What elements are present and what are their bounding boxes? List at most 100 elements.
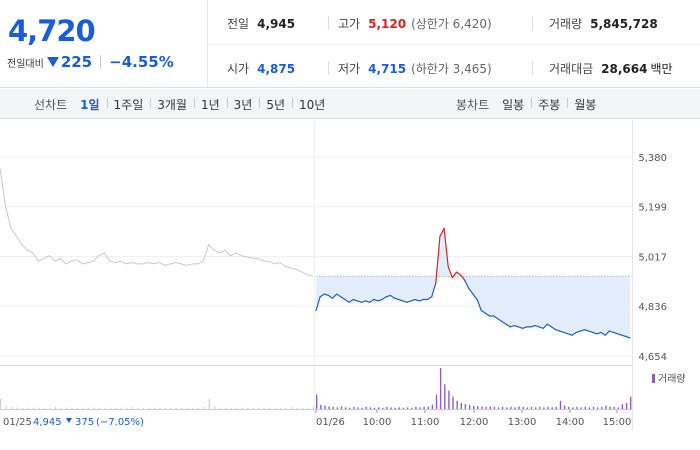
price-box: 4,720 전일대비 225 −4.55% xyxy=(0,0,208,88)
volume-bar xyxy=(274,407,276,409)
volume-bar xyxy=(460,402,462,409)
volume-bar xyxy=(175,408,177,409)
volume-bar xyxy=(378,407,380,409)
today-line-segment xyxy=(352,298,358,302)
today-line-segment xyxy=(521,326,528,329)
line-chart-label: 선차트 xyxy=(34,97,68,112)
today-line-segment xyxy=(460,274,466,281)
today-line-segment xyxy=(331,293,338,299)
price-chart: 5,380 5,199 5,017 4,836 4,654 01/26 10:00 11:00… xyxy=(0,120,700,450)
volume-bar xyxy=(11,406,13,409)
today-line-segment xyxy=(501,320,507,325)
today-line-segment xyxy=(497,318,503,323)
stat-value: 5,845,728 xyxy=(590,17,658,31)
today-line-segment xyxy=(567,333,573,336)
today-line-segment xyxy=(468,288,474,295)
today-line-segment xyxy=(414,298,420,302)
volume-bar xyxy=(588,407,591,409)
candle-chart-periods: 봉차트 일봉 주봉 월봉 xyxy=(456,89,603,119)
x-tick-label: 15:00 xyxy=(603,417,632,428)
volume-bar xyxy=(214,406,216,409)
volume-bar xyxy=(526,407,529,409)
today-line-segment xyxy=(554,329,561,332)
volume-bar xyxy=(32,407,35,409)
stat-prev-close: 전일 4,945 xyxy=(227,15,295,32)
x-tick-label: 13:00 xyxy=(508,417,537,428)
volume-bar xyxy=(302,408,304,409)
volume-bar xyxy=(580,407,582,409)
stat-label: 전일 xyxy=(227,17,250,31)
volume-bar xyxy=(448,390,450,409)
divider xyxy=(328,16,329,30)
period-1y-tab[interactable]: 1년 xyxy=(193,96,227,113)
candle-monthly-tab[interactable]: 월봉 xyxy=(567,96,603,113)
volume-bar xyxy=(285,407,287,409)
volume-bar xyxy=(596,407,599,409)
today-line-segment xyxy=(344,298,350,303)
period-1w-tab[interactable]: 1주일 xyxy=(106,96,151,113)
prev-day-line xyxy=(0,167,314,277)
volume-bar xyxy=(361,407,363,409)
volume-bar xyxy=(131,407,133,409)
today-line-segment xyxy=(451,271,458,279)
volume-bar xyxy=(605,405,607,409)
today-line-segment xyxy=(385,294,391,298)
divider xyxy=(328,61,329,75)
today-line-segment xyxy=(319,293,325,298)
volume-bar xyxy=(601,406,603,409)
stat-label: 시가 xyxy=(227,62,250,76)
volume-bar xyxy=(258,407,260,409)
volume-bar xyxy=(153,407,155,409)
volume-bar xyxy=(456,400,458,409)
divider xyxy=(208,44,700,45)
candle-weekly-tab[interactable]: 주봉 xyxy=(531,96,567,113)
change-percent: −4.55% xyxy=(109,53,174,71)
today-line-segment xyxy=(336,293,342,298)
volume-bar xyxy=(464,404,467,409)
today-line-segment xyxy=(596,331,602,335)
quote-header: 4,720 전일대비 225 −4.55% 전일 4,945 고가 5,120 … xyxy=(0,0,700,88)
candle-chart-label: 봉차트 xyxy=(456,97,490,112)
volume-bar xyxy=(406,407,409,409)
y-tick-label: 4,654 xyxy=(638,352,667,363)
stat-label: 거래량 xyxy=(549,17,583,31)
volume-bar xyxy=(236,407,238,409)
period-3y-tab[interactable]: 3년 xyxy=(226,96,260,113)
volume-bar xyxy=(43,408,46,409)
volume-bar xyxy=(307,407,309,409)
volume-bar xyxy=(137,408,139,409)
x-tick-label: 01/26 xyxy=(316,417,345,428)
volume-bar xyxy=(439,368,442,409)
period-5y-tab[interactable]: 5년 xyxy=(259,96,292,113)
today-line-segment xyxy=(410,298,416,302)
today-line-segment xyxy=(579,329,586,332)
volume-bar xyxy=(252,408,254,409)
today-line-segment xyxy=(608,330,615,333)
volume-bar xyxy=(543,407,545,409)
volume-bar xyxy=(535,407,537,409)
period-1d-tab[interactable]: 1일 xyxy=(80,97,100,112)
volume-bar xyxy=(386,406,388,409)
today-line-segment xyxy=(530,325,536,328)
stat-value: 5,120 xyxy=(368,17,407,31)
period-10y-tab[interactable]: 10년 xyxy=(292,96,332,113)
volume-bar xyxy=(568,406,570,409)
candle-daily-tab[interactable]: 일봉 xyxy=(502,97,525,112)
volume-bar xyxy=(468,404,471,409)
volume-bar xyxy=(324,405,326,409)
today-line-segment xyxy=(373,298,379,302)
today-line-segment xyxy=(327,294,334,299)
current-price: 4,720 xyxy=(8,14,96,48)
volume-bar xyxy=(159,407,161,409)
axis-layer: 5,380 5,199 5,017 4,836 4,654 01/26 10:00 11:00… xyxy=(3,153,667,428)
volume-bar xyxy=(477,406,479,409)
volume-bar xyxy=(390,407,392,409)
today-line-segment xyxy=(369,298,375,303)
today-line-segment xyxy=(480,309,486,314)
period-3m-tab[interactable]: 3개월 xyxy=(150,96,194,113)
volume-bar xyxy=(572,407,574,409)
volume-bar xyxy=(247,407,249,409)
today-line-segment xyxy=(592,331,598,335)
volume-bar xyxy=(332,406,334,409)
y-tick-label: 5,380 xyxy=(638,153,667,164)
